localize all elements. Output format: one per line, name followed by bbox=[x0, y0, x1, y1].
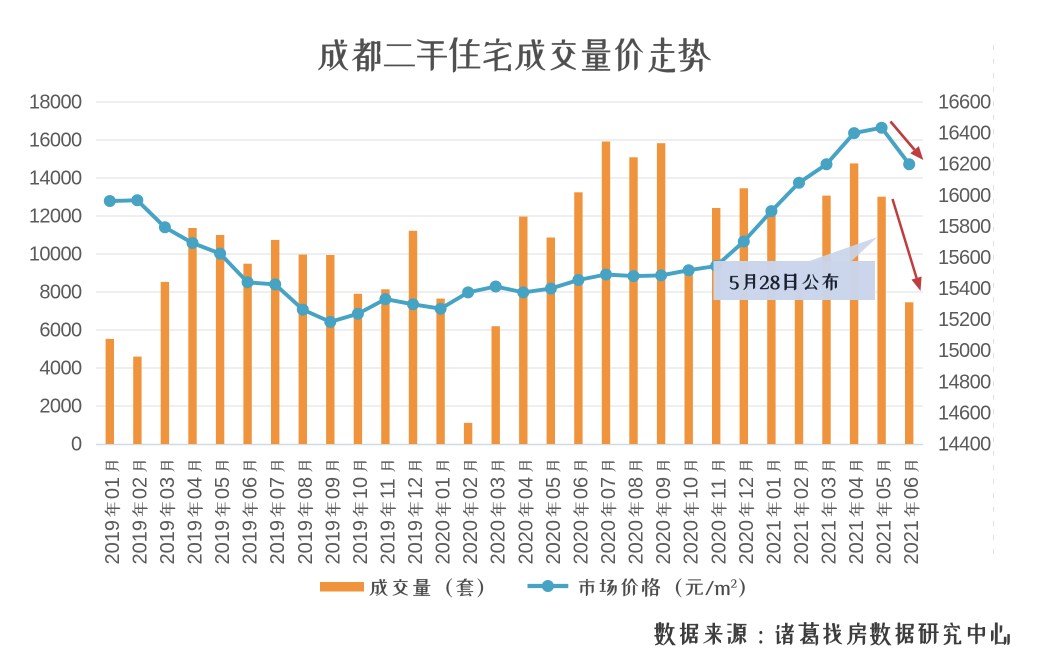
svg-text:2019: 2019 bbox=[102, 520, 124, 565]
svg-text:16000: 16000 bbox=[938, 185, 991, 207]
svg-text:07: 07 bbox=[598, 477, 620, 499]
svg-text:05: 05 bbox=[543, 477, 565, 499]
svg-text:2020: 2020 bbox=[460, 520, 482, 565]
svg-text:04: 04 bbox=[515, 477, 537, 499]
svg-text:11: 11 bbox=[377, 478, 399, 499]
svg-text:08: 08 bbox=[626, 477, 648, 499]
svg-text:11: 11 bbox=[708, 478, 730, 499]
svg-text:2020: 2020 bbox=[736, 520, 758, 565]
svg-text:01: 01 bbox=[102, 477, 124, 499]
svg-text:05: 05 bbox=[212, 477, 234, 499]
svg-text:2021: 2021 bbox=[901, 520, 923, 565]
svg-text:2019: 2019 bbox=[405, 520, 427, 565]
svg-text:2000: 2000 bbox=[39, 396, 82, 418]
svg-text:14000: 14000 bbox=[29, 168, 82, 190]
svg-text:07: 07 bbox=[267, 477, 289, 499]
svg-text:05: 05 bbox=[874, 477, 896, 499]
svg-text:15800: 15800 bbox=[938, 216, 991, 238]
svg-text:2020: 2020 bbox=[515, 520, 537, 565]
svg-text:2020: 2020 bbox=[708, 520, 730, 565]
svg-text:14800: 14800 bbox=[938, 371, 991, 393]
svg-text:2020: 2020 bbox=[488, 520, 510, 565]
svg-text:10: 10 bbox=[681, 477, 703, 499]
svg-text:14600: 14600 bbox=[938, 402, 991, 424]
svg-text:15200: 15200 bbox=[938, 309, 991, 331]
svg-text:8000: 8000 bbox=[39, 282, 82, 304]
svg-text:16600: 16600 bbox=[938, 92, 991, 114]
svg-text:6000: 6000 bbox=[39, 320, 82, 342]
svg-text:02: 02 bbox=[791, 477, 813, 499]
svg-text:2019: 2019 bbox=[295, 520, 317, 565]
svg-text:2019: 2019 bbox=[267, 520, 289, 565]
svg-text:06: 06 bbox=[240, 477, 262, 499]
svg-text:10: 10 bbox=[350, 477, 372, 499]
svg-text:16400: 16400 bbox=[938, 123, 991, 145]
svg-text:15000: 15000 bbox=[938, 340, 991, 362]
svg-text:2021: 2021 bbox=[846, 520, 868, 565]
svg-text:06: 06 bbox=[570, 477, 592, 499]
svg-text:08: 08 bbox=[295, 477, 317, 499]
svg-text:2019: 2019 bbox=[157, 520, 179, 565]
svg-text:02: 02 bbox=[129, 477, 151, 499]
svg-text:2020: 2020 bbox=[653, 520, 675, 565]
svg-text:01: 01 bbox=[433, 477, 455, 499]
svg-text:2020: 2020 bbox=[570, 520, 592, 565]
svg-text:12000: 12000 bbox=[29, 206, 82, 228]
svg-text:2020: 2020 bbox=[626, 520, 648, 565]
svg-text:0: 0 bbox=[71, 434, 82, 456]
svg-text:03: 03 bbox=[819, 477, 841, 499]
svg-text:09: 09 bbox=[653, 477, 675, 499]
svg-text:2019: 2019 bbox=[184, 520, 206, 565]
svg-text:2020: 2020 bbox=[681, 520, 703, 565]
svg-text:14400: 14400 bbox=[938, 434, 991, 456]
svg-text:16200: 16200 bbox=[938, 154, 991, 176]
svg-text:2020: 2020 bbox=[598, 520, 620, 565]
svg-text:04: 04 bbox=[846, 477, 868, 499]
svg-text:12: 12 bbox=[736, 477, 758, 499]
svg-text:2020: 2020 bbox=[433, 520, 455, 565]
svg-text:2019: 2019 bbox=[240, 520, 262, 565]
svg-text:15600: 15600 bbox=[938, 247, 991, 269]
svg-text:02: 02 bbox=[460, 477, 482, 499]
svg-text:2019: 2019 bbox=[129, 520, 151, 565]
svg-text:2019: 2019 bbox=[350, 520, 372, 565]
svg-text:2021: 2021 bbox=[874, 520, 896, 565]
svg-text:12: 12 bbox=[405, 477, 427, 499]
svg-text:09: 09 bbox=[322, 477, 344, 499]
svg-text:03: 03 bbox=[157, 477, 179, 499]
svg-text:18000: 18000 bbox=[29, 92, 82, 114]
svg-text:15400: 15400 bbox=[938, 278, 991, 300]
svg-text:10000: 10000 bbox=[29, 244, 82, 266]
svg-text:06: 06 bbox=[901, 477, 923, 499]
svg-text:2020: 2020 bbox=[543, 520, 565, 565]
svg-text:2019: 2019 bbox=[377, 520, 399, 565]
svg-text:01: 01 bbox=[763, 477, 785, 499]
svg-text:03: 03 bbox=[488, 477, 510, 499]
svg-text:2019: 2019 bbox=[322, 520, 344, 565]
svg-text:2021: 2021 bbox=[791, 520, 813, 565]
svg-text:16000: 16000 bbox=[29, 130, 82, 152]
svg-text:2019: 2019 bbox=[212, 520, 234, 565]
svg-text:04: 04 bbox=[184, 477, 206, 499]
svg-text:4000: 4000 bbox=[39, 358, 82, 380]
svg-text:2021: 2021 bbox=[819, 520, 841, 565]
svg-text:2021: 2021 bbox=[763, 520, 785, 565]
